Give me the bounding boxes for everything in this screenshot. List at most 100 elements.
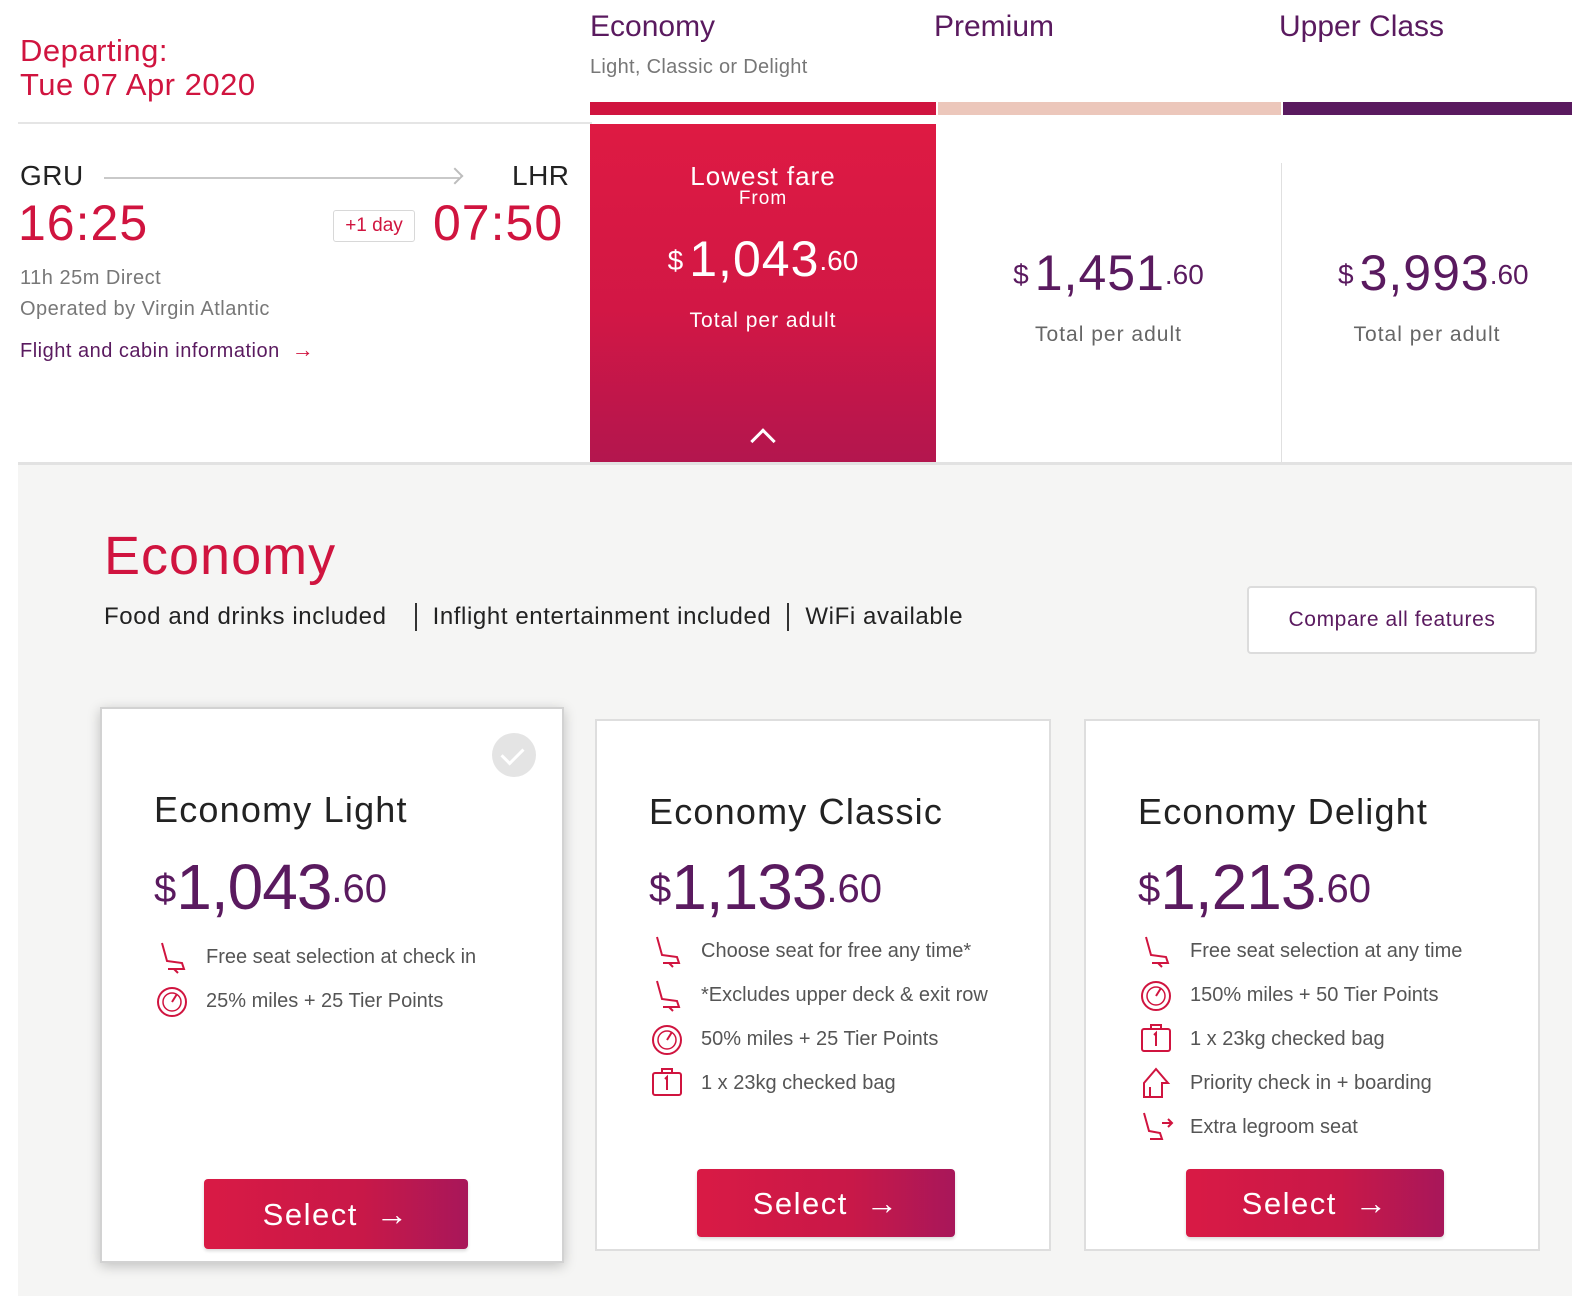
per-adult-label: Total per adult (1035, 323, 1182, 346)
flight-cabin-info-label: Flight and cabin information (20, 340, 280, 362)
day-offset-badge: +1 day (333, 210, 415, 242)
arrow-right-icon: → (291, 337, 315, 362)
benefit-text: 50% miles + 25 Tier Points (701, 1027, 939, 1050)
departing-date-value: Tue 07 Apr 2020 (20, 67, 256, 102)
route-arrow-icon (446, 167, 464, 185)
economy-options-panel: Economy Food and drinks included Infligh… (18, 462, 1572, 1296)
seat-icon (656, 936, 681, 968)
benefit-text: 25% miles + 25 Tier Points (206, 989, 444, 1012)
price-amount: 3,993 (1359, 245, 1490, 301)
price-amount: 1,213 (1160, 851, 1316, 923)
select-label: Select (1241, 1186, 1337, 1221)
fare-price: $3,993.60 (1282, 248, 1572, 311)
price-cents: .60 (1164, 259, 1204, 290)
arrow-right-icon: → (1354, 1185, 1389, 1221)
departure-time: 16:25 (18, 195, 149, 251)
arrow-right-icon: → (865, 1185, 900, 1221)
fare-option-price: $1,133.60 (649, 855, 882, 937)
panel-title: Economy (104, 526, 337, 586)
benefit-item: 25% miles + 25 Tier Points (154, 979, 476, 1023)
currency-symbol: $ (1013, 259, 1029, 290)
fare-option-price: $1,213.60 (1138, 855, 1371, 937)
benefit-item: 1 x 23kg checked bag (1138, 1017, 1462, 1061)
benefit-item: Priority check in + boarding (1138, 1061, 1462, 1105)
miles-gauge-icon (652, 1025, 682, 1055)
price-cents: .60 (826, 867, 883, 911)
currency-symbol: $ (667, 245, 684, 276)
per-adult-label: Total per adult (1353, 323, 1501, 346)
fare-option-title: Economy Delight (1138, 791, 1429, 832)
price-amount: 1,043 (689, 231, 820, 287)
benefit-item: 150% miles + 50 Tier Points (1138, 973, 1462, 1017)
arrival-time: 07:50 (433, 195, 564, 251)
benefit-item: 50% miles + 25 Tier Points (649, 1017, 988, 1061)
feature-wifi: WiFi available (805, 603, 964, 630)
fare-premium[interactable]: $1,451.60 Total per adult (936, 124, 1281, 462)
route-line (104, 177, 459, 179)
price-amount: 1,133 (671, 851, 827, 923)
legroom-seat-icon (1143, 1112, 1174, 1140)
price-amount: 1,043 (176, 851, 332, 923)
currency-symbol: $ (1138, 867, 1161, 911)
select-button[interactable]: Select → (204, 1179, 468, 1249)
price-cents: .60 (1315, 867, 1372, 911)
cabin-bar-economy (590, 102, 936, 115)
checked-bag-icon (1141, 1024, 1171, 1052)
fare-price: $1,451.60 (936, 248, 1281, 311)
chevron-up-icon[interactable] (750, 428, 776, 454)
price-cents: .60 (819, 245, 859, 276)
seat-icon (161, 942, 186, 974)
cabin-name: Economy (590, 10, 716, 43)
benefit-text: 150% miles + 50 Tier Points (1190, 983, 1439, 1006)
benefit-text: 1 x 23kg checked bag (1190, 1027, 1385, 1050)
select-button[interactable]: Select → (1186, 1169, 1444, 1237)
cabin-name: Upper Class (1279, 10, 1445, 43)
feature-food: Food and drinks included (104, 603, 387, 630)
lowest-fare-label: Lowest fare (690, 161, 836, 191)
miles-gauge-icon (1141, 981, 1171, 1011)
from-label: From (738, 188, 788, 209)
currency-symbol: $ (1338, 259, 1354, 290)
currency-symbol: $ (649, 867, 672, 911)
cabin-features: Food and drinks included Inflight entert… (104, 603, 963, 631)
origin-airport: GRU (20, 160, 84, 191)
cabin-bar-premium (938, 102, 1281, 115)
fare-option-price: $1,043.60 (154, 855, 387, 937)
select-label: Select (752, 1186, 848, 1221)
tab-upper-class[interactable]: Upper Class (1279, 8, 1444, 46)
price-amount: 1,451 (1034, 245, 1165, 301)
tab-economy[interactable]: Economy Light, Classic or Delight (590, 8, 808, 79)
benefit-text: Priority check in + boarding (1190, 1071, 1432, 1094)
cabin-name: Premium (934, 10, 1055, 43)
departing-label: Departing: (20, 33, 169, 68)
fare-option-title: Economy Light (154, 789, 408, 830)
fare-option-card-light[interactable]: Economy Light $1,043.60 Free seat select… (100, 707, 564, 1263)
fare-option-card-delight[interactable]: Economy Delight $1,213.60 Free seat sele… (1084, 719, 1540, 1251)
miles-gauge-icon (157, 987, 187, 1017)
fare-option-card-classic[interactable]: Economy Classic $1,133.60 Choose seat fo… (595, 719, 1051, 1251)
currency-symbol: $ (154, 867, 177, 911)
price-cents: .60 (1489, 259, 1529, 290)
cabin-subtitle: Light, Classic or Delight (590, 56, 808, 78)
flight-operator: Operated by Virgin Atlantic (20, 298, 270, 320)
divider (18, 122, 592, 124)
select-button[interactable]: Select → (697, 1169, 955, 1237)
per-adult-label: Total per adult (689, 309, 837, 332)
benefit-text: Free seat selection at any time (1190, 939, 1463, 962)
priority-icon (1143, 1067, 1171, 1098)
benefit-text: 1 x 23kg checked bag (701, 1071, 896, 1094)
benefit-text: Free seat selection at check in (206, 945, 477, 968)
fare-upper-class[interactable]: $3,993.60 Total per adult (1282, 124, 1572, 462)
fare-economy[interactable]: Lowest fare From $1,043.60 Total per adu… (590, 124, 936, 462)
compare-features-button[interactable]: Compare all features (1247, 586, 1537, 654)
tab-premium[interactable]: Premium (934, 8, 1054, 46)
cabin-bar-upper-class (1283, 102, 1572, 115)
benefit-item: Choose seat for free any time* (649, 929, 988, 973)
fare-price: $1,043.60 (590, 234, 936, 297)
checked-bag-icon (652, 1068, 682, 1096)
benefit-text: *Excludes upper deck & exit row (701, 983, 988, 1006)
select-label: Select (262, 1197, 358, 1232)
flight-cabin-info-link[interactable]: Flight and cabin information → (20, 337, 314, 363)
benefit-list: Free seat selection at check in 25% mile… (154, 935, 476, 1023)
arrow-right-icon: → (375, 1196, 410, 1232)
